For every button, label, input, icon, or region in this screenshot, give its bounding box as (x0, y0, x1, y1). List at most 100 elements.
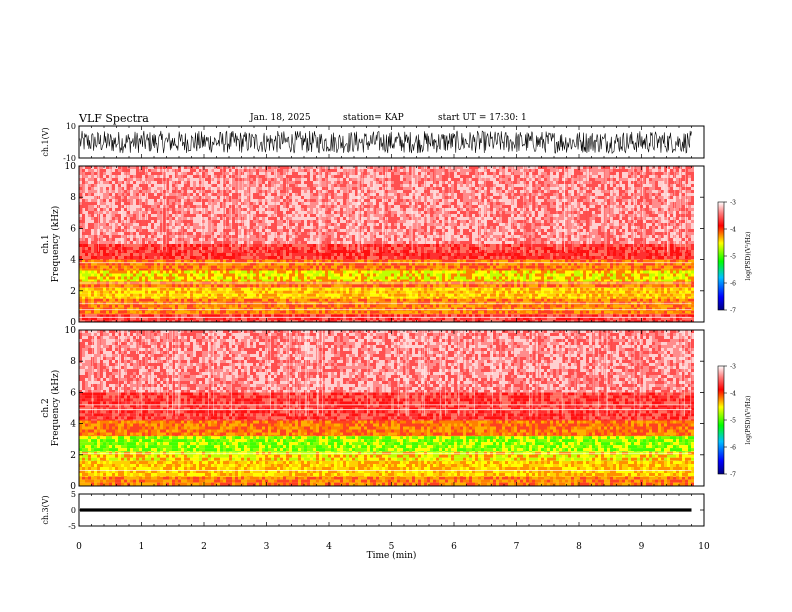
spectrogram-cell (352, 313, 355, 315)
spectrogram-cell (550, 287, 553, 291)
spectrogram-cell (310, 304, 313, 308)
spectrogram-cell (187, 262, 190, 266)
spectrogram-cell (205, 276, 208, 280)
spectrogram-cell (484, 317, 487, 321)
spectrogram-cell (109, 287, 112, 291)
spectrogram-cell (550, 304, 553, 308)
spectrogram-cell (319, 265, 322, 269)
spectrogram-cell (661, 290, 664, 294)
spectrogram-cell (523, 293, 526, 297)
spectrogram-cell (247, 268, 250, 271)
spectrogram-cell (670, 279, 673, 282)
spectrogram-cell (340, 276, 343, 280)
spectrogram-cell (409, 313, 412, 315)
spectrogram-cell (301, 265, 304, 269)
spectrogram-cell (661, 314, 664, 318)
spectrogram-cell (415, 313, 418, 315)
spectrogram-cell (634, 284, 637, 288)
spectrogram-cell (433, 317, 436, 321)
spectrogram-cell (163, 320, 166, 322)
spectrogram-cell (670, 296, 673, 299)
spectrogram-cell (490, 298, 493, 302)
spectrogram-cell (379, 265, 382, 269)
spectrogram-cell (208, 317, 211, 321)
spectrogram-cell (430, 317, 433, 321)
spectrogram-cell (451, 296, 454, 299)
spectrogram-cell (319, 314, 322, 318)
spectrogram-cell (511, 307, 514, 311)
spectrogram-cell (370, 296, 373, 299)
spectrogram-cell (256, 314, 259, 318)
spectrogram-cell (541, 320, 544, 322)
spectrogram-cell (124, 268, 127, 271)
spectrogram-cell (349, 259, 352, 263)
spectrogram-cell (652, 284, 655, 288)
spectrogram-cell (337, 304, 340, 308)
spectrogram-cell (139, 320, 142, 322)
spectrogram-cell (457, 270, 460, 274)
spectrogram-cell (481, 287, 484, 291)
spectrogram-cell (115, 273, 118, 277)
spectrogram-cell (625, 262, 628, 266)
spectrogram-cell (394, 268, 397, 271)
spectrogram-cell (268, 293, 271, 297)
spectrogram-cell (511, 290, 514, 294)
spectrogram-cell (127, 314, 130, 318)
spectrogram-cell (445, 293, 448, 297)
spectrogram-cell (214, 320, 217, 322)
spectrogram-cell (472, 284, 475, 288)
spectrogram-cell (166, 259, 169, 263)
spectrogram-cell (625, 284, 628, 288)
spectrogram-cell (505, 284, 508, 288)
spectrogram-cell (409, 276, 412, 280)
spectrogram-cell (487, 293, 490, 297)
spectrogram-cell (145, 262, 148, 266)
spectrogram-cell (415, 276, 418, 280)
spectrogram-cell (541, 259, 544, 263)
spectrogram-cell (394, 320, 397, 322)
spectrogram-cell (148, 265, 151, 269)
spectrogram-cell (313, 310, 316, 314)
spectrogram-cell (130, 296, 133, 299)
spectrogram-cell (97, 293, 100, 297)
spectrogram-cell (115, 304, 118, 308)
spectrogram-cell (649, 296, 652, 299)
spectrogram-cell (532, 320, 535, 322)
spectrogram-cell (190, 304, 193, 308)
spectrogram-cell (391, 276, 394, 280)
spectrogram-cell (577, 279, 580, 282)
spectrogram-cell (463, 304, 466, 308)
spectrogram-cell (637, 314, 640, 318)
spectrogram-cell (196, 270, 199, 274)
spectrogram-cell (367, 304, 370, 308)
spectrogram-cell (466, 313, 469, 315)
spectrogram-cell (442, 259, 445, 263)
spectrogram-cell (421, 307, 424, 311)
spectrogram-cell (151, 298, 154, 302)
spectrogram-cell (559, 310, 562, 314)
date-label: Jan. 18, 2025 (250, 113, 311, 123)
spectrogram-cell (646, 259, 649, 263)
spectrogram-cell (583, 265, 586, 269)
spectrogram-cell (316, 279, 319, 282)
spectrogram-cell (121, 259, 124, 263)
spectrogram-cell (130, 262, 133, 266)
spectrogram-cell (481, 293, 484, 297)
spectrogram-cell (337, 268, 340, 271)
spectrogram-cell (532, 290, 535, 294)
spectrogram-cell (505, 268, 508, 271)
spectrogram-cell (349, 262, 352, 266)
spectrogram-cell (589, 276, 592, 280)
spectrogram-cell (94, 262, 97, 266)
spectrogram-cell (532, 262, 535, 266)
spectrogram-cell (373, 273, 376, 277)
spectrogram-cell (334, 262, 337, 266)
spectrogram-cell (166, 307, 169, 311)
spectrogram-cell (199, 317, 202, 321)
spectrogram-cell (379, 296, 382, 299)
spectrogram-cell (103, 290, 106, 294)
spectrogram-cell (424, 259, 427, 263)
spectrogram-cell (235, 296, 238, 299)
spectrogram-cell (352, 268, 355, 271)
spectrogram-cell (247, 270, 250, 274)
